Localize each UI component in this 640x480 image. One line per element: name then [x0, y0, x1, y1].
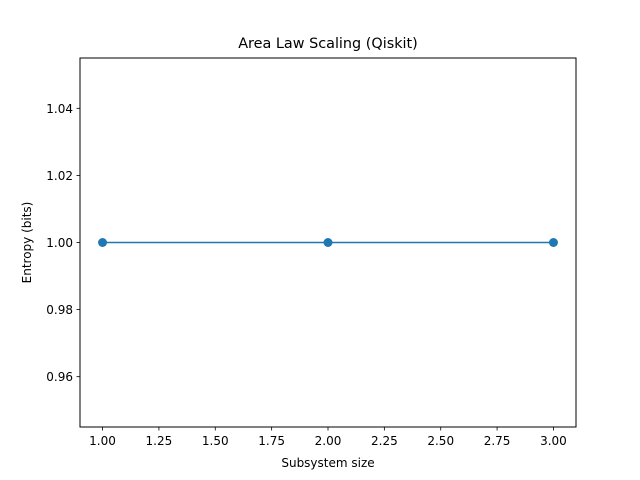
x-axis-label: Subsystem size	[281, 456, 374, 470]
x-tick-label: 1.25	[146, 434, 173, 448]
series-layer	[98, 238, 558, 247]
x-tick-label: 1.75	[258, 434, 285, 448]
data-point	[548, 238, 558, 247]
x-tick-label: 2.25	[371, 434, 398, 448]
x-tick-label: 3.00	[540, 434, 567, 448]
y-tick-label: 1.00	[46, 236, 73, 250]
y-tick-label: 0.96	[46, 370, 73, 384]
x-axis-ticks: 1.00 1.25 1.50 1.75 2.00 2.25 2.50 2.75 3.00	[89, 427, 567, 448]
y-tick-label: 1.02	[46, 169, 73, 183]
x-tick-label: 2.75	[484, 434, 511, 448]
x-tick-label: 2.50	[427, 434, 454, 448]
x-tick-label: 2.00	[315, 434, 342, 448]
x-tick-label: 1.00	[89, 434, 116, 448]
y-tick-label: 1.04	[46, 102, 73, 116]
y-tick-label: 0.98	[46, 303, 73, 317]
data-point	[98, 238, 108, 247]
data-point	[323, 238, 333, 247]
chart-title: Area Law Scaling (Qiskit)	[238, 36, 418, 52]
y-axis-label: Entropy (bits)	[20, 202, 34, 284]
y-axis-ticks: 0.96 0.98 1.00 1.02 1.04	[46, 102, 80, 384]
x-tick-label: 1.50	[202, 434, 229, 448]
